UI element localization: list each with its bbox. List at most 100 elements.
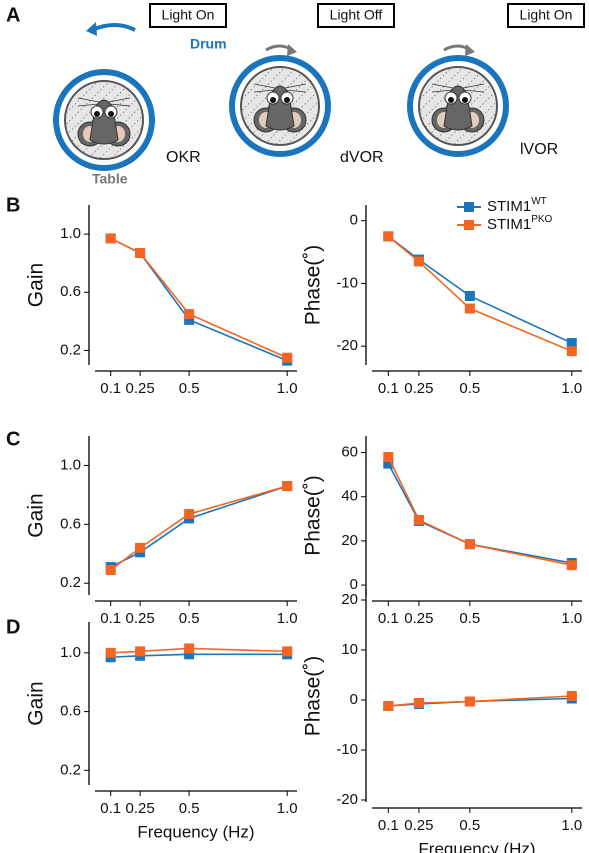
y-tick-label: 0.6 bbox=[60, 515, 81, 532]
series-line bbox=[388, 695, 572, 707]
marker bbox=[413, 698, 424, 708]
chart: 0.2 0.6 1.0 0.1 0.25 0.5 1.0 Gain bbox=[25, 205, 298, 397]
marker bbox=[566, 338, 577, 349]
x-tick-label: 0.1 bbox=[378, 380, 399, 397]
light-box bbox=[149, 3, 227, 28]
y-tick-label: -10 bbox=[336, 741, 358, 758]
x-tick-label: 0.5 bbox=[179, 380, 200, 397]
y-tick-label: 10 bbox=[341, 641, 358, 658]
x-tick-label: 0.1 bbox=[100, 610, 121, 627]
legend-superscript: WT bbox=[531, 196, 547, 207]
marker bbox=[282, 481, 293, 492]
marker bbox=[566, 560, 577, 571]
y-tick-label: 0 bbox=[350, 576, 358, 593]
legend-name: STIM1 bbox=[487, 198, 531, 215]
y-tick-label: 20 bbox=[341, 591, 358, 608]
y-tick-label: -20 bbox=[336, 791, 358, 808]
y-tick-label: 0.2 bbox=[60, 341, 81, 358]
paradigm-label: dVOR bbox=[340, 149, 384, 166]
light-text: Light Off bbox=[330, 7, 383, 23]
y-tick-label: 0 bbox=[350, 212, 358, 229]
x-tick-label: 0.5 bbox=[179, 610, 200, 627]
y-tick-label: 0.2 bbox=[60, 761, 81, 778]
light-text: Light On bbox=[162, 7, 215, 23]
x-axis-label: Frequency (Hz) bbox=[418, 839, 535, 853]
x-tick-label: 0.25 bbox=[126, 380, 155, 397]
marker bbox=[464, 303, 475, 314]
marker bbox=[282, 352, 293, 363]
x-tick-label: 0.25 bbox=[404, 380, 433, 397]
x-axis-label: Frequency (Hz) bbox=[137, 822, 254, 841]
marker bbox=[566, 346, 577, 357]
x-tick-label: 1.0 bbox=[277, 380, 298, 397]
marker bbox=[383, 451, 394, 462]
panel-label: B bbox=[6, 194, 20, 216]
marker bbox=[383, 701, 394, 711]
y-tick-label: 1.0 bbox=[60, 644, 81, 661]
legend-label: STIM1WT bbox=[487, 196, 547, 215]
marker bbox=[464, 696, 475, 707]
y-tick-label: 20 bbox=[341, 532, 358, 549]
y-tick-label: -20 bbox=[336, 337, 358, 354]
legend-name: STIM1 bbox=[487, 216, 531, 233]
chart: 0.2 0.6 1.0 0.1 0.25 0.5 1.0 Gain Frequency (Hz) bbox=[25, 622, 298, 841]
light-text: Light On bbox=[520, 7, 573, 23]
marker bbox=[464, 290, 475, 301]
marker bbox=[184, 643, 195, 654]
series-line bbox=[387, 456, 572, 566]
marker bbox=[135, 542, 146, 553]
y-tick-label: 0 bbox=[350, 691, 358, 708]
marker bbox=[383, 231, 394, 242]
marker bbox=[105, 647, 116, 658]
x-tick-label: 1.0 bbox=[561, 817, 582, 834]
x-tick-label: 0.25 bbox=[404, 610, 433, 627]
x-tick-label: 1.0 bbox=[277, 610, 298, 627]
drum-arrow bbox=[91, 23, 136, 32]
marker bbox=[135, 248, 146, 258]
dvor-rig bbox=[232, 58, 328, 154]
marker bbox=[413, 256, 424, 267]
x-tick-label: 0.5 bbox=[459, 817, 480, 834]
x-tick-label: 1.0 bbox=[561, 380, 582, 397]
x-tick-label: 0.5 bbox=[459, 380, 480, 397]
series-line bbox=[110, 647, 288, 654]
marker bbox=[184, 649, 195, 660]
marker bbox=[135, 646, 146, 657]
x-tick-label: 0.1 bbox=[378, 610, 399, 627]
marker bbox=[184, 509, 195, 520]
series-line bbox=[387, 235, 573, 352]
marker bbox=[105, 233, 116, 244]
light-box bbox=[507, 3, 585, 28]
y-axis-label: Gain bbox=[25, 263, 48, 307]
y-axis-label: Phase(˚) bbox=[302, 475, 325, 556]
x-tick-label: 0.1 bbox=[378, 817, 399, 834]
series-line bbox=[110, 485, 288, 571]
marker bbox=[383, 458, 394, 469]
y-tick-label: 40 bbox=[341, 488, 358, 505]
marker bbox=[282, 646, 293, 657]
table-label: Table bbox=[92, 171, 128, 187]
legend-superscript: PKO bbox=[531, 214, 552, 225]
panel-a: A Light On Drum Table OKR Light Off dVOR… bbox=[6, 3, 585, 187]
y-axis-label: Gain bbox=[25, 681, 48, 725]
series-line bbox=[110, 653, 288, 659]
light-box bbox=[317, 3, 395, 28]
y-tick-label: 1.0 bbox=[60, 456, 81, 473]
y-axis-label: Phase(˚) bbox=[302, 656, 325, 737]
x-tick-label: 1.0 bbox=[277, 800, 298, 817]
drum-label: Drum bbox=[190, 36, 227, 52]
panel-label: D bbox=[6, 616, 20, 638]
x-tick-label: 0.25 bbox=[126, 610, 155, 627]
lvor-rig bbox=[410, 58, 506, 154]
y-tick-label: 0.6 bbox=[60, 703, 81, 720]
series-line bbox=[110, 237, 288, 359]
marker bbox=[184, 309, 195, 320]
table-arrow-head bbox=[465, 44, 475, 56]
x-tick-label: 0.25 bbox=[126, 800, 155, 817]
y-tick-label: 0.2 bbox=[60, 574, 81, 591]
marker bbox=[464, 539, 475, 550]
marker bbox=[413, 514, 424, 525]
marker bbox=[184, 314, 195, 325]
